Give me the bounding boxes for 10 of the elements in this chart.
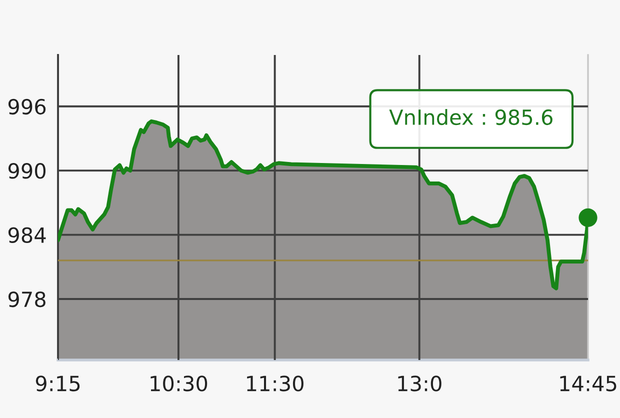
y-tick-label: 996 <box>8 98 46 115</box>
y-tick-label: 990 <box>8 163 46 179</box>
x-tick-label: 9:15 <box>36 376 80 392</box>
x-tick-label: 13:0 <box>398 376 442 392</box>
y-tick-label: 978 <box>8 291 46 308</box>
y-tick-label: 984 <box>8 227 46 243</box>
x-tick-label: 11:30 <box>247 376 304 392</box>
x-tick-label: 10:30 <box>150 376 208 392</box>
annotation: VnIndex : 985.6 <box>389 108 552 126</box>
x-tick-label: 14:45 <box>560 376 616 392</box>
